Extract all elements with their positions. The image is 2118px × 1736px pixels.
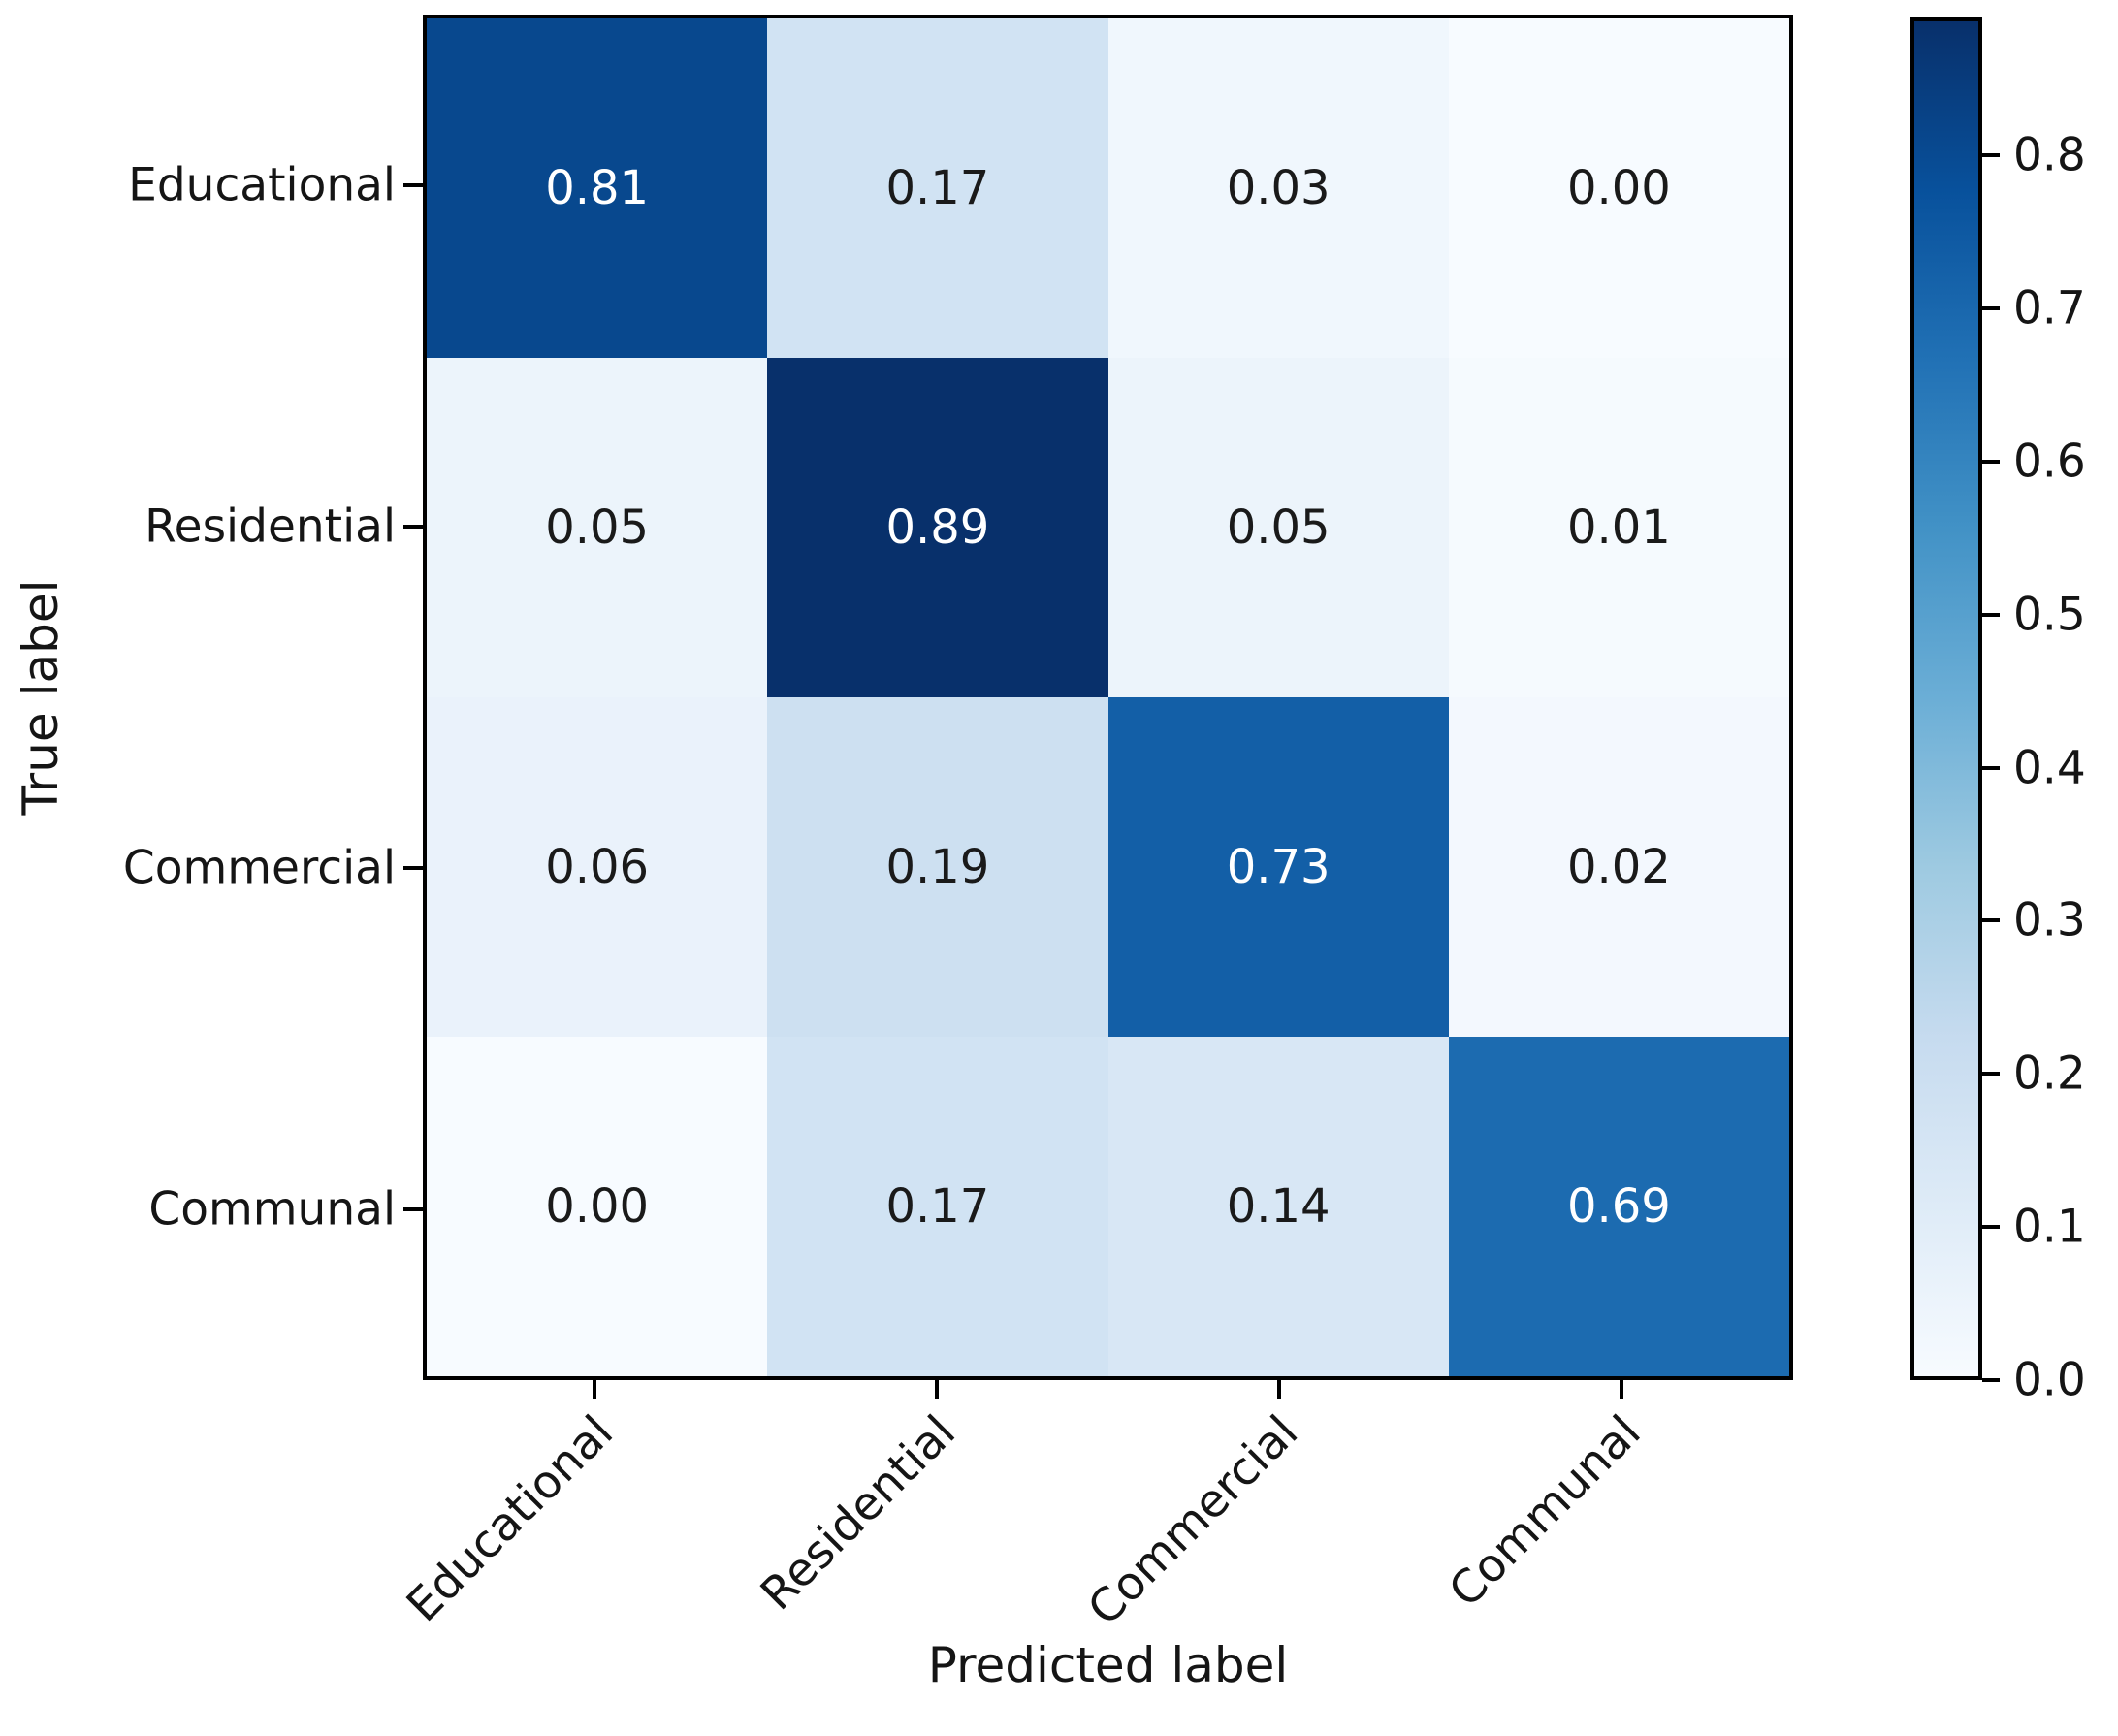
heatmap-cell-r2c3: 0.02 (1448, 697, 1789, 1037)
heatmap-cell-r3c0: 0.00 (427, 1037, 768, 1376)
heatmap-cell-r3c2: 0.14 (1107, 1037, 1449, 1376)
y-tick-mark (403, 183, 423, 187)
y-tick-mark (403, 1207, 423, 1211)
x-tick-mark (592, 1380, 596, 1399)
colorbar-tick-label: 0.7 (2013, 281, 2086, 336)
heatmap-cell-r1c1: 0.89 (767, 358, 1108, 697)
colorbar-tick-label: 0.0 (2013, 1353, 2086, 1407)
heatmap-cell-r1c0: 0.05 (427, 358, 768, 697)
colorbar-tick-label: 0.2 (2013, 1046, 2086, 1101)
heatmap-cell-r0c1: 0.17 (767, 18, 1108, 358)
x-tick-mark (1620, 1380, 1624, 1399)
colorbar (1910, 17, 1982, 1380)
x-tick-label: Residential (750, 1405, 966, 1622)
heatmap-cell-r2c1: 0.19 (767, 697, 1108, 1037)
colorbar-tick-mark (1982, 765, 2000, 770)
colorbar-tick-mark (1982, 918, 2000, 923)
colorbar-tick-mark (1982, 1072, 2000, 1077)
y-tick-label: Residential (144, 499, 396, 554)
heatmap-cell-r0c2: 0.03 (1107, 18, 1449, 358)
y-axis-title: True label (13, 579, 69, 816)
colorbar-tick-label: 0.8 (2013, 128, 2086, 182)
x-tick-label: Communal (1438, 1405, 1652, 1619)
colorbar-tick-label: 0.4 (2013, 741, 2086, 795)
colorbar-tick-label: 0.6 (2013, 434, 2086, 489)
colorbar-tick-mark (1982, 612, 2000, 617)
x-axis-title: Predicted label (927, 1637, 1289, 1693)
heatmap-cell-r1c2: 0.05 (1107, 358, 1449, 697)
x-tick-mark (1277, 1380, 1282, 1399)
x-tick-label: Educational (396, 1405, 624, 1633)
heatmap-cell-r3c3: 0.69 (1448, 1037, 1789, 1376)
colorbar-tick-mark (1982, 153, 2000, 158)
heatmap-cell-r2c2: 0.73 (1107, 697, 1449, 1037)
colorbar-tick-label: 0.1 (2013, 1200, 2086, 1254)
heatmap-cell-r3c1: 0.17 (767, 1037, 1108, 1376)
colorbar-tick-mark (1982, 1225, 2000, 1230)
colorbar-tick-mark (1982, 1378, 2000, 1382)
y-tick-mark (403, 525, 423, 529)
y-tick-label: Commercial (122, 841, 396, 895)
colorbar-tick-label: 0.3 (2013, 893, 2086, 948)
y-tick-label: Educational (128, 158, 396, 212)
y-tick-mark (403, 866, 423, 870)
heatmap-cell-r1c3: 0.01 (1448, 358, 1789, 697)
x-tick-label: Commercial (1077, 1405, 1309, 1636)
colorbar-tick-mark (1982, 305, 2000, 310)
x-tick-mark (934, 1380, 939, 1399)
heatmap-cell-r0c0: 0.81 (427, 18, 768, 358)
colorbar-tick-label: 0.5 (2013, 588, 2086, 642)
heatmap-plot: 0.81 0.17 0.03 0.00 0.05 0.89 0.05 0.01 0.06 0.19… (423, 15, 1793, 1380)
heatmap-cell-r0c3: 0.00 (1448, 18, 1789, 358)
heatmap-cell-r2c0: 0.06 (427, 697, 768, 1037)
y-tick-label: Communal (148, 1182, 396, 1237)
colorbar-tick-mark (1982, 459, 2000, 464)
